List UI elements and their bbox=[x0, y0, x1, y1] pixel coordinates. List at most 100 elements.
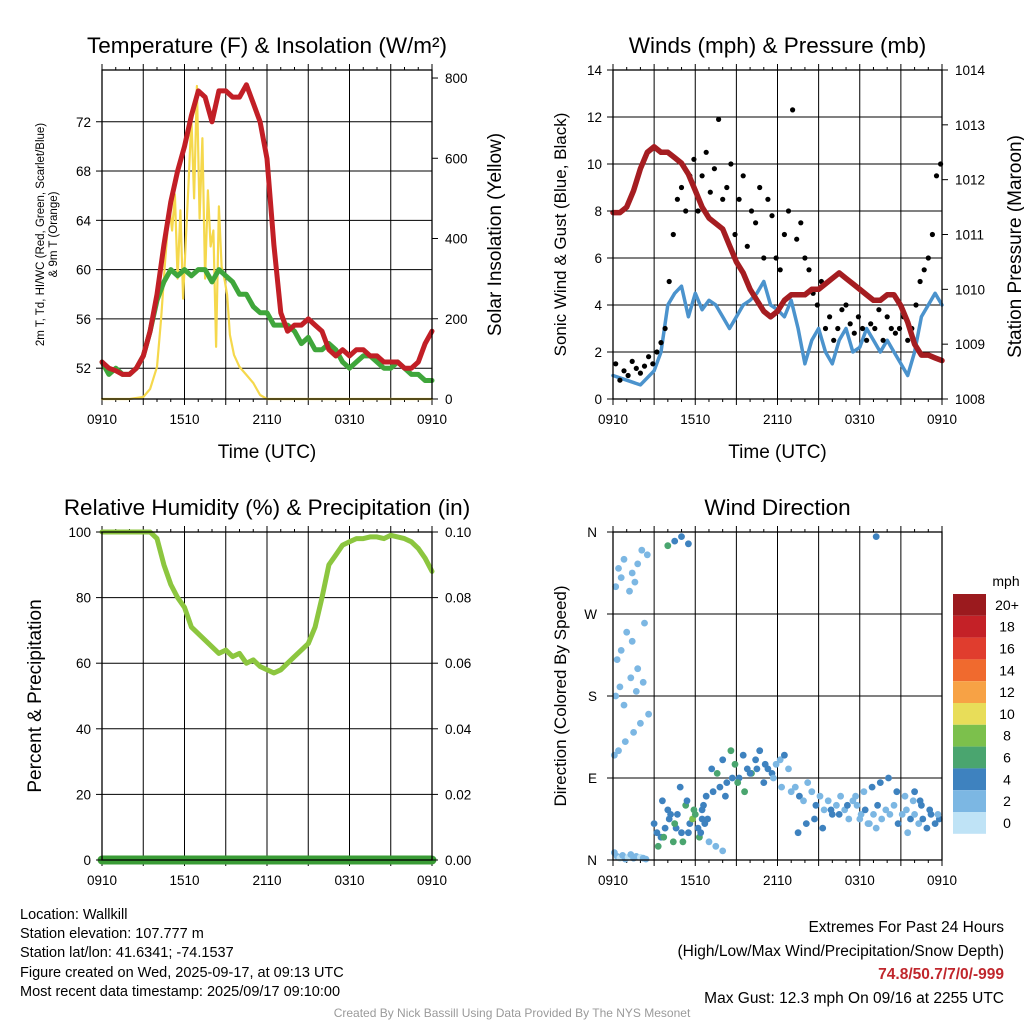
wind-direction-point bbox=[808, 788, 816, 796]
legend-label: 18 bbox=[999, 619, 1015, 635]
wind-direction-point bbox=[654, 842, 662, 850]
wind-direction-point bbox=[776, 756, 784, 764]
gust-point bbox=[905, 337, 911, 343]
panel-title: Relative Humidity (%) & Precipitation (i… bbox=[64, 495, 470, 520]
gust-point bbox=[864, 337, 870, 343]
y-tick-label: 8 bbox=[594, 204, 602, 219]
wind-direction-point bbox=[878, 815, 886, 823]
legend-swatch bbox=[953, 615, 986, 638]
gust-point bbox=[670, 231, 676, 238]
wind-direction-point bbox=[931, 820, 939, 827]
wind-direction-point bbox=[804, 779, 812, 786]
wind-direction-point bbox=[634, 665, 642, 673]
wind-direction-point bbox=[643, 551, 651, 559]
y-tick-label: 1014 bbox=[955, 63, 986, 78]
legend-label: 20+ bbox=[995, 597, 1019, 613]
gust-point bbox=[637, 370, 644, 376]
wind-direction-point bbox=[812, 801, 820, 809]
time-tick-label: 1510 bbox=[680, 873, 710, 888]
legend-label: 12 bbox=[999, 684, 1015, 700]
legend-swatch bbox=[953, 768, 986, 791]
wind-direction-point bbox=[868, 783, 876, 791]
wind-direction-point bbox=[911, 811, 918, 818]
gust-point bbox=[859, 325, 866, 332]
figure-created: Figure created on Wed, 2025-09-17, at 09… bbox=[20, 964, 344, 981]
legend-swatch bbox=[953, 637, 986, 660]
y-tick-label: 1010 bbox=[955, 282, 985, 297]
time-tick-label: 2110 bbox=[763, 412, 792, 427]
y-tick-label: 52 bbox=[76, 361, 91, 376]
wind-direction-point bbox=[901, 792, 909, 800]
max-gust: Max Gust: 12.3 mph On 09/16 at 2255 UTC bbox=[704, 989, 1004, 1007]
gust-point bbox=[641, 363, 648, 369]
wind-direction-point bbox=[702, 792, 710, 800]
temperature-line bbox=[99, 82, 435, 377]
gust-point bbox=[773, 255, 779, 261]
time-tick-label: 0910 bbox=[598, 412, 628, 427]
time-tick-label: 1510 bbox=[169, 873, 199, 888]
wind-direction-point bbox=[728, 774, 736, 782]
time-tick-label: 2110 bbox=[763, 873, 792, 888]
y-axis-label-left: 2m T, Td, HI/WC (Red, Green, Scarlet/Blu… bbox=[35, 123, 47, 346]
x-axis-label: Time (UTC) bbox=[218, 442, 317, 463]
wind-direction-point bbox=[620, 701, 628, 709]
gust-point bbox=[868, 321, 874, 327]
gust-point bbox=[785, 208, 792, 214]
wind-direction-point bbox=[638, 546, 646, 554]
wind-direction-point bbox=[626, 587, 633, 595]
wind-direction-point bbox=[661, 824, 669, 832]
wind-direction-point bbox=[923, 824, 931, 832]
y-tick-label: W bbox=[584, 607, 597, 622]
y-tick-label: 20 bbox=[76, 787, 91, 802]
gust-point bbox=[633, 365, 639, 371]
wind-direction-point bbox=[837, 792, 844, 800]
wind-direction-point bbox=[617, 574, 625, 581]
time-tick-label: 0310 bbox=[334, 873, 364, 888]
panel-title: Winds (mph) & Pressure (mb) bbox=[629, 33, 927, 58]
extremes-title: Extremes For Past 24 Hours bbox=[808, 919, 1004, 936]
legend-label: 6 bbox=[1003, 750, 1011, 766]
y-tick-label: 1012 bbox=[955, 173, 985, 188]
gust-point bbox=[880, 337, 886, 343]
wind-direction-point bbox=[678, 533, 685, 540]
y-tick-label: 0 bbox=[594, 392, 602, 407]
wind-direction-point bbox=[634, 560, 642, 568]
gust-point bbox=[765, 196, 771, 202]
gust-point bbox=[896, 325, 903, 332]
wind-direction-point bbox=[852, 792, 859, 800]
wind-direction-point bbox=[860, 788, 868, 796]
wind-direction-point bbox=[787, 788, 795, 796]
y-tick-label: 0.02 bbox=[445, 787, 471, 802]
legend-swatch bbox=[953, 790, 986, 812]
wind-direction-point bbox=[620, 555, 628, 563]
y-tick-label: 0 bbox=[445, 392, 453, 407]
time-tick-label: 0910 bbox=[417, 873, 447, 888]
wind-direction-point bbox=[876, 779, 884, 786]
wind-direction-point bbox=[819, 824, 827, 832]
wind-direction-point bbox=[671, 820, 679, 827]
legend-swatch bbox=[953, 724, 986, 747]
y-tick-label: 400 bbox=[445, 232, 468, 247]
wind-direction-point bbox=[856, 815, 864, 823]
y-tick-label: N bbox=[587, 853, 597, 868]
wind-direction-point bbox=[894, 820, 902, 827]
gust-point bbox=[617, 377, 623, 383]
wind-direction-point bbox=[781, 751, 788, 759]
wind-direction-point bbox=[678, 829, 685, 837]
wind-direction-point bbox=[713, 770, 721, 777]
time-tick-label: 1510 bbox=[680, 412, 710, 427]
gust-point bbox=[732, 231, 738, 238]
wind-direction-point bbox=[882, 806, 890, 814]
wind-direction-point bbox=[671, 537, 679, 545]
wind-direction-point bbox=[934, 811, 942, 818]
wind-direction-point bbox=[874, 801, 881, 809]
wind-direction-point bbox=[872, 824, 880, 832]
legend-label: 14 bbox=[999, 662, 1015, 678]
legend-title: mph bbox=[992, 573, 1019, 589]
sonic-wind-line bbox=[611, 279, 944, 387]
wind-direction-point bbox=[907, 815, 914, 823]
time-tick-label: 1510 bbox=[169, 412, 199, 427]
wind-direction-point bbox=[679, 838, 687, 846]
wind-direction-point bbox=[827, 806, 835, 814]
